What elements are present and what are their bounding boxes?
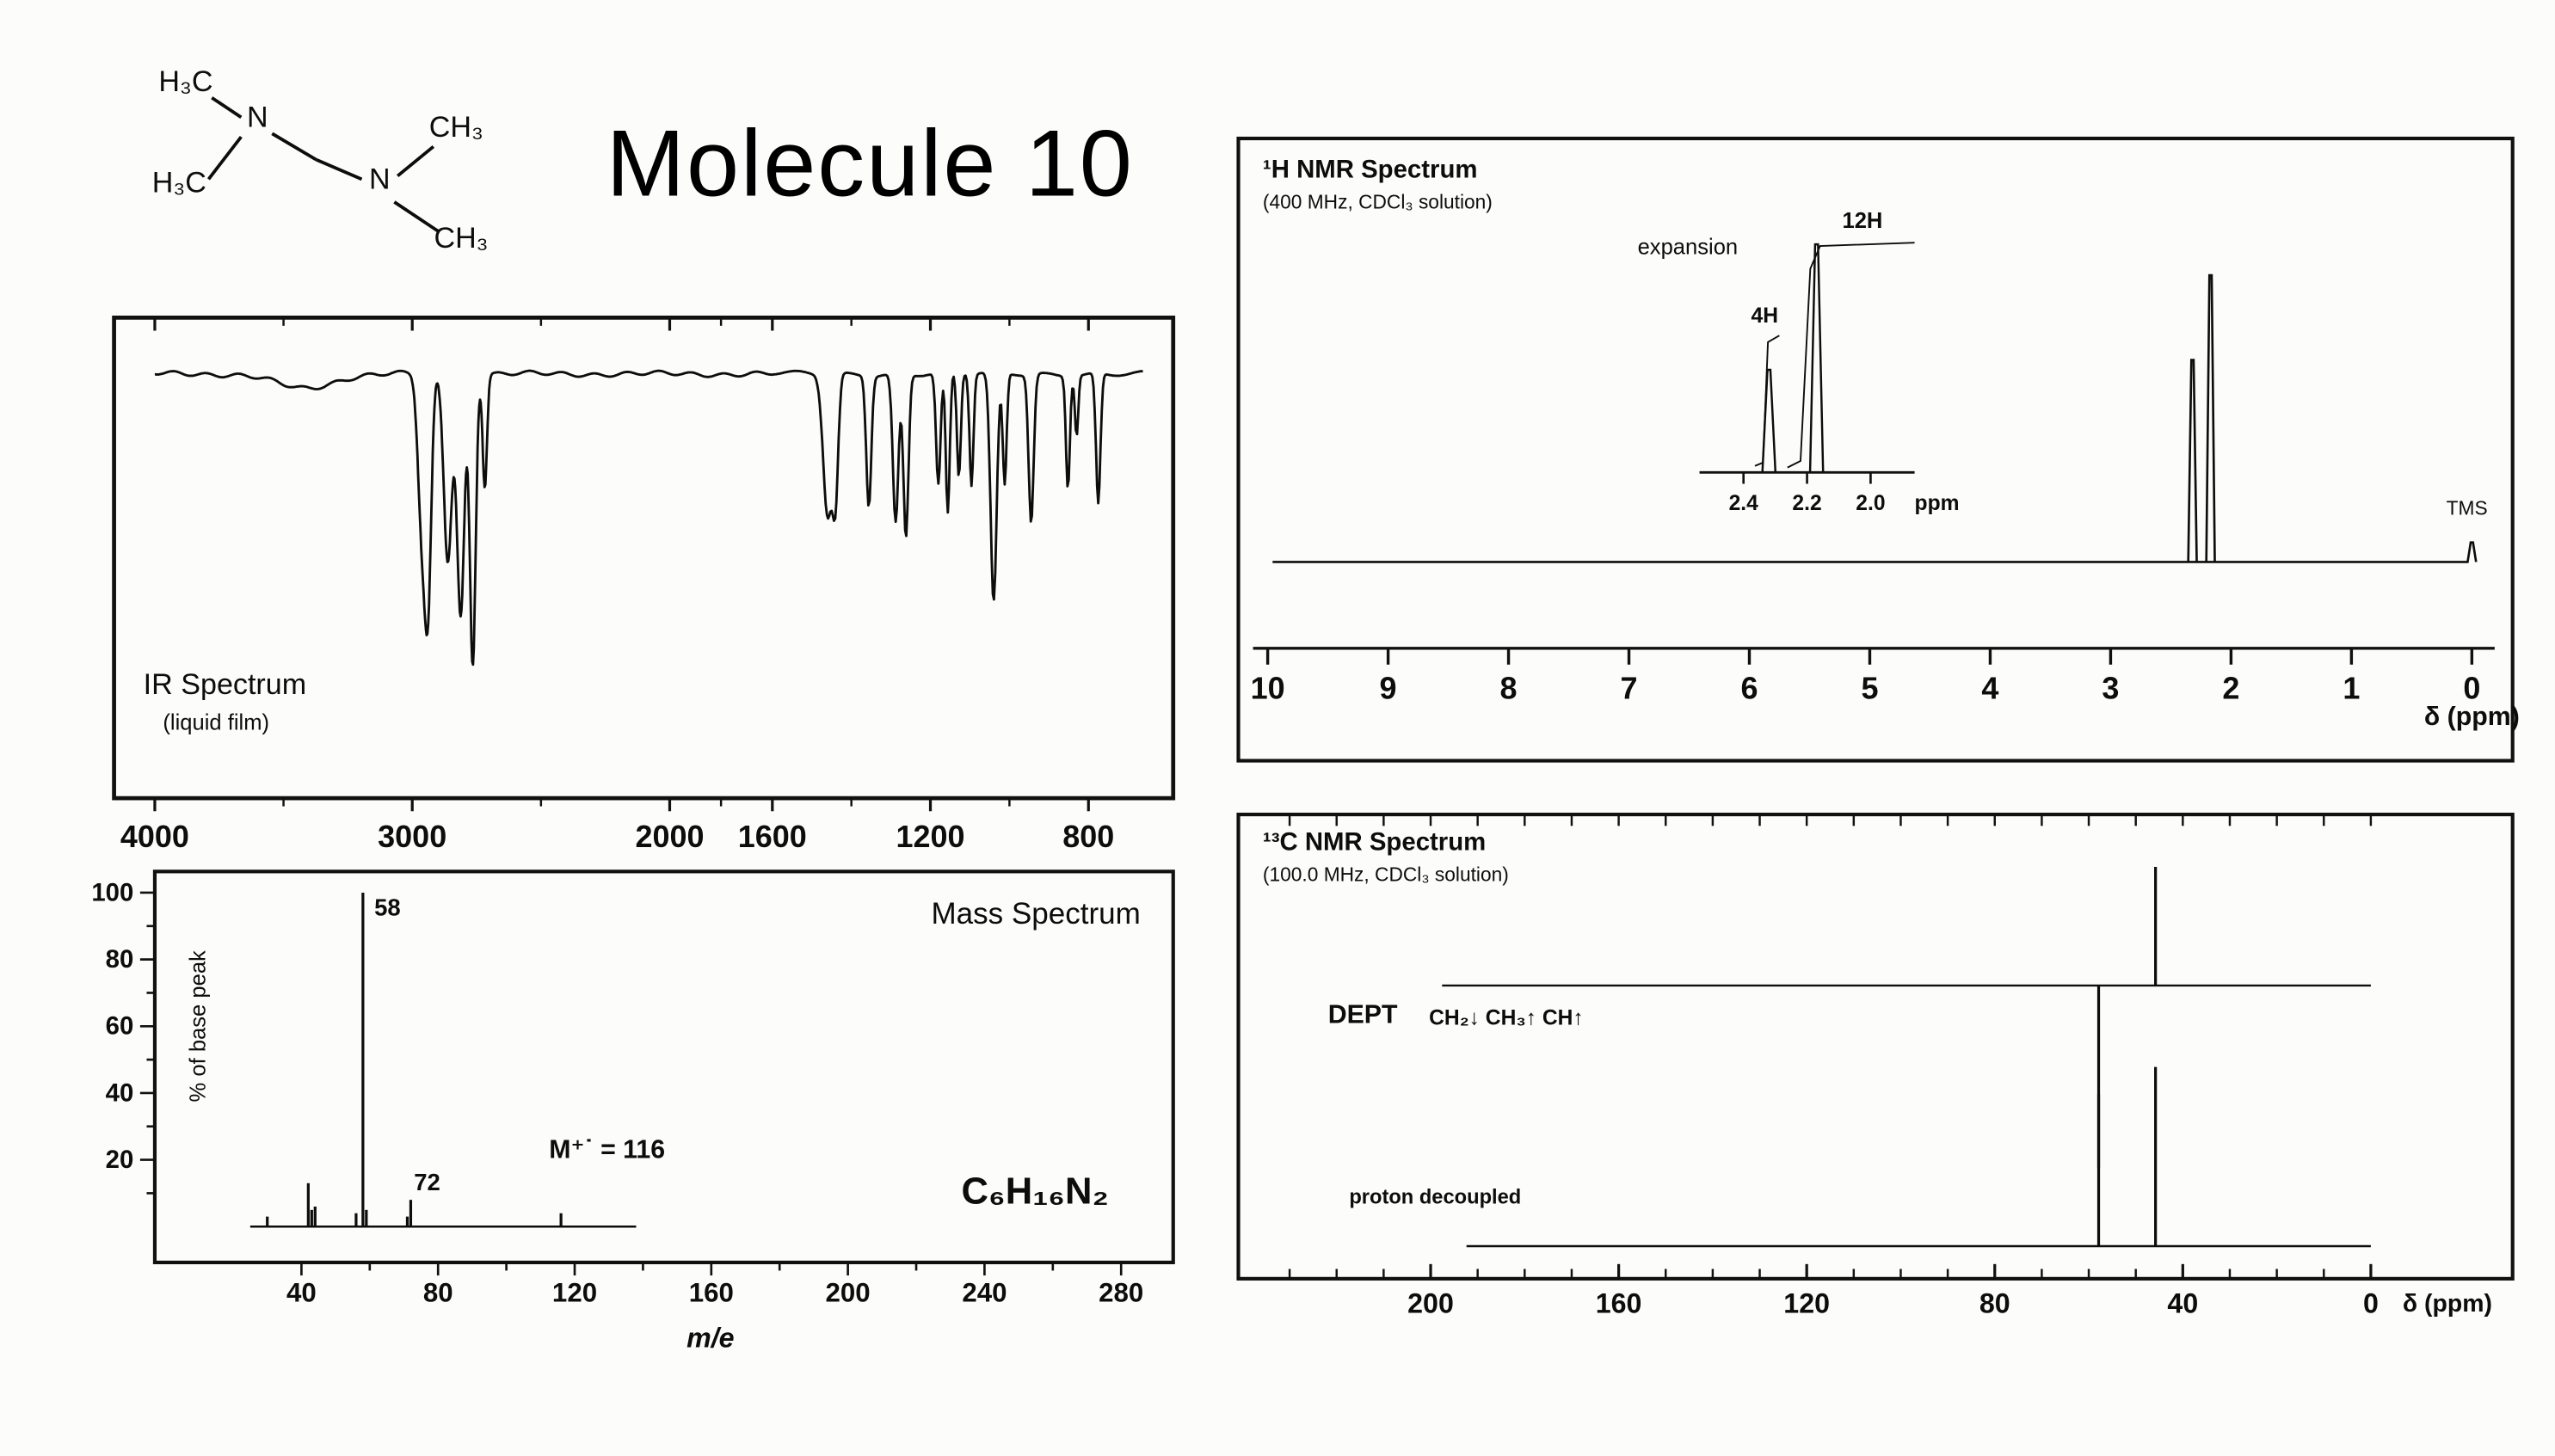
ir-plot: 4000 3000 2000 1600 1200 800 [112, 315, 1176, 854]
tick-label: 100 [91, 878, 133, 906]
page-title: Molecule 10 [606, 110, 1134, 217]
h1-frame [1236, 136, 2515, 763]
tick-label: 40 [2167, 1288, 2198, 1319]
bond-line [396, 145, 435, 178]
tick-label: 5 [1861, 671, 1878, 706]
tick-label: 200 [1407, 1288, 1454, 1319]
atom-label: N [369, 163, 391, 196]
h1-peak [2466, 541, 2478, 562]
tick-label: 7 [1621, 671, 1638, 706]
ms-xaxis-label: m/e [686, 1323, 735, 1354]
bond-line [206, 135, 243, 181]
ir-frame [112, 315, 1176, 801]
tick-label: 160 [689, 1277, 734, 1307]
tick-label: 80 [423, 1277, 453, 1307]
ir-panel: 4000 3000 2000 1600 1200 800 IR Spectrum (liq… [98, 310, 1222, 880]
tick-label: 8 [1500, 671, 1518, 706]
tick-label: 1 [2343, 671, 2360, 706]
molecular-ion-label: M⁺˙ = 116 [549, 1137, 666, 1165]
peak-label: 58 [374, 894, 401, 920]
c13-nmr-title: ¹³C NMR Spectrum [1262, 829, 1487, 857]
tick-label: 40 [106, 1078, 134, 1107]
h1-peak [2187, 359, 2198, 562]
ir-subtitle: (liquid film) [163, 710, 270, 735]
inset-peak [1808, 243, 1825, 473]
dept-legend: CH₂↓ CH₃↑ CH↑ [1429, 1004, 1584, 1030]
c13-xaxis-label: δ (ppm) [2402, 1290, 2492, 1318]
h1-nmr-title: ¹H NMR Spectrum [1262, 156, 1478, 185]
tick-label: 2.4 [1729, 492, 1759, 515]
tick-label: 280 [1099, 1277, 1143, 1307]
atom-label: CH₃ [429, 111, 483, 144]
h1-nmr-panel: 10 9 8 7 6 5 4 3 2 1 0 2.4 2.2 2.0 ppm 4H 12H ¹H NMR Spe… [1230, 131, 2533, 783]
tick-label: 120 [1783, 1288, 1830, 1319]
inset-unit-label: ppm [1915, 492, 1960, 515]
tick-label: 800 [1062, 819, 1114, 854]
tick-label: 4 [1981, 671, 1998, 706]
ms-title: Mass Spectrum [931, 895, 1141, 931]
integral-trace [1787, 242, 1915, 469]
ir-trace [154, 369, 1143, 667]
tick-label: 2.0 [1856, 492, 1885, 515]
tick-label: 120 [552, 1277, 597, 1307]
expansion-label: expansion [1637, 234, 1739, 260]
integral-label: 4H [1752, 304, 1778, 328]
c13-nmr-plot: 200 160 120 80 40 0 [1236, 812, 2515, 1319]
tick-label: 20 [106, 1146, 134, 1174]
h1-peak [2205, 273, 2216, 562]
atom-label: CH₃ [434, 222, 488, 255]
tick-label: 80 [1979, 1288, 2010, 1319]
h1-nmr-subtitle: (400 MHz, CDCl₃ solution) [1262, 190, 1493, 214]
mass-spectrum-panel: 20 40 60 80 100 40 80 120 160 200 240 280 58 72 Mass … [65, 847, 1239, 1393]
tick-label: 1600 [738, 819, 807, 854]
tick-label: 40 [286, 1277, 317, 1307]
tick-label: 6 [1740, 671, 1758, 706]
tick-label: 10 [1251, 671, 1285, 706]
tms-label: TMS [2446, 496, 2488, 520]
tick-label: 0 [2463, 671, 2480, 706]
atom-label: H₃C [158, 65, 212, 98]
tick-label: 80 [106, 945, 134, 974]
c13-nmr-panel: 200 160 120 80 40 0 ¹³C NMR Spectrum (100.0 M… [1230, 807, 2533, 1324]
tick-label: 160 [1596, 1288, 1642, 1319]
tick-label: 2.2 [1792, 492, 1821, 515]
mass-spectrum-plot: 20 40 60 80 100 40 80 120 160 200 240 280 58 72 [91, 869, 1175, 1307]
integral-label: 12H [1843, 209, 1883, 233]
tick-label: 3 [2102, 671, 2119, 706]
h1-xaxis-label: δ (ppm) [2423, 703, 2520, 732]
tick-label: 0 [2363, 1288, 2379, 1319]
c13-nmr-subtitle: (100.0 MHz, CDCl₃ solution) [1262, 863, 1509, 887]
bond-line [315, 157, 363, 181]
tick-label: 1200 [896, 819, 965, 854]
ms-yaxis-label: % of base peak [185, 950, 211, 1103]
molecule-structure: H₃C N H₃C N CH₃ CH₃ [114, 20, 522, 267]
tick-label: 4000 [120, 819, 189, 854]
atom-label: H₃C [152, 167, 206, 200]
bond-line [211, 96, 243, 119]
dept-label: DEPT [1327, 1001, 1398, 1030]
molecule-structure-drawing: H₃C N H₃C N CH₃ CH₃ [152, 65, 489, 255]
ir-title: IR Spectrum [143, 667, 307, 701]
peak-label: 72 [414, 1169, 440, 1195]
integral-trace [1754, 335, 1780, 467]
bond-line [271, 132, 317, 162]
tick-label: 9 [1380, 671, 1397, 706]
tick-label: 3000 [378, 819, 446, 854]
proton-decoupled-label: proton decoupled [1349, 1185, 1522, 1209]
tick-label: 200 [826, 1277, 871, 1307]
tick-label: 240 [962, 1277, 1007, 1307]
tick-label: 2000 [635, 819, 704, 854]
tick-label: 2 [2222, 671, 2239, 706]
molecular-formula: C₆H₁₆N₂ [961, 1169, 1109, 1213]
c13-frame [1236, 812, 2515, 1281]
tick-label: 60 [106, 1012, 134, 1041]
atom-label: N [247, 101, 268, 134]
bond-line [393, 200, 440, 233]
ms-frame [152, 869, 1175, 1265]
